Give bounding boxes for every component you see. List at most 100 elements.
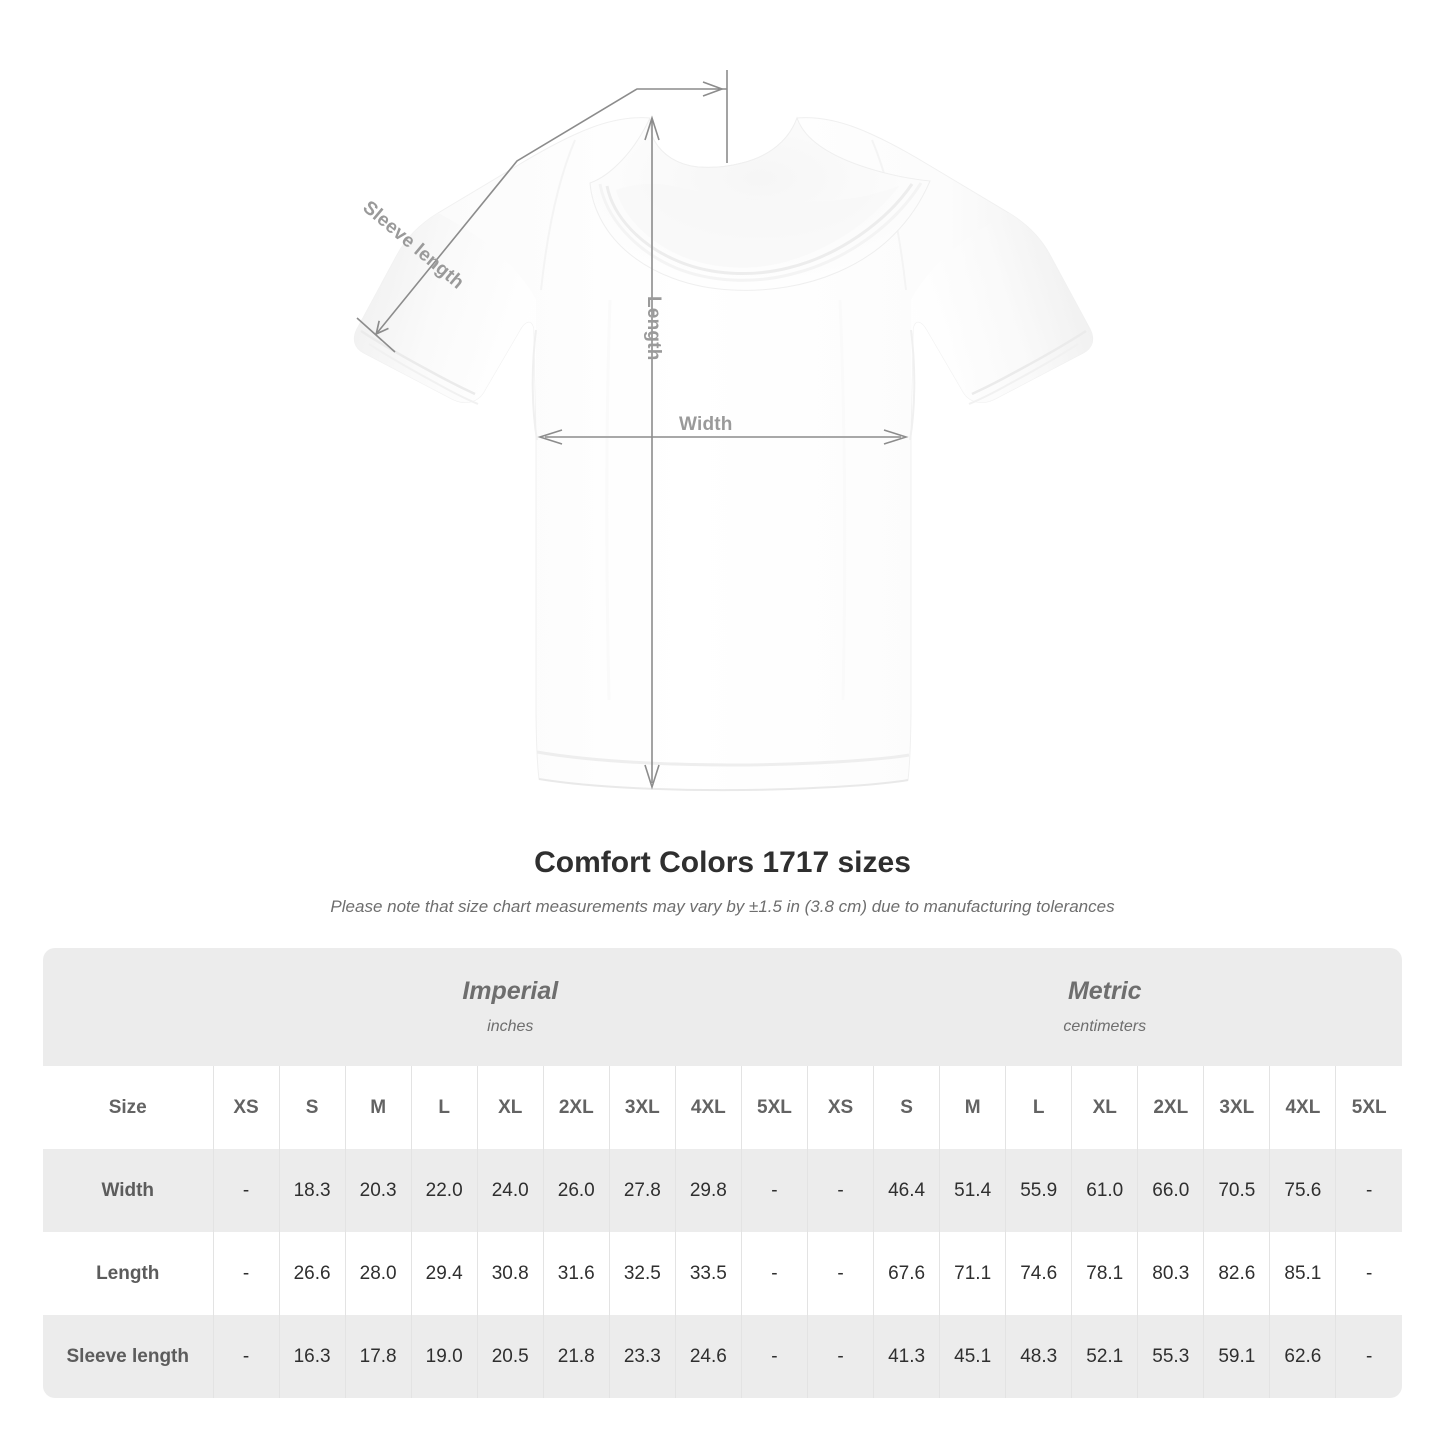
size-chart-table-container: Imperial inches Metric centimeters Size … xyxy=(43,948,1402,1398)
data-cell: 55.9 xyxy=(1005,1149,1072,1232)
header-size-cell: 2XL xyxy=(1137,1066,1204,1149)
data-cell: - xyxy=(740,1149,808,1232)
data-cell: 75.6 xyxy=(1269,1149,1336,1232)
data-cell: 29.8 xyxy=(674,1149,742,1232)
header-size-cell: M xyxy=(344,1066,412,1149)
table-row: Width - 18.3 20.3 22.0 24.0 26.0 27.8 29… xyxy=(43,1149,1402,1232)
unit-banner-imperial: Imperial inches xyxy=(213,948,808,1066)
metric-unit-name: Metric xyxy=(1067,977,1142,1006)
header-size-cell: 4XL xyxy=(674,1066,742,1149)
data-cell: 45.1 xyxy=(939,1315,1006,1398)
page-title: Comfort Colors 1717 sizes xyxy=(534,846,911,879)
data-cell: - xyxy=(1335,1315,1402,1398)
data-cell: 29.4 xyxy=(410,1232,478,1315)
data-cell: 27.8 xyxy=(608,1149,676,1232)
header-size-cell: S xyxy=(278,1066,346,1149)
data-cell: - xyxy=(212,1149,280,1232)
unit-banner-row: Imperial inches Metric centimeters xyxy=(43,948,1402,1066)
metric-unit-sub: centimeters xyxy=(1063,1017,1147,1035)
data-cell: - xyxy=(1335,1149,1402,1232)
data-cell: - xyxy=(807,1149,874,1232)
data-cell: 61.0 xyxy=(1071,1149,1138,1232)
length-dimension xyxy=(644,115,660,790)
header-size-cell: 2XL xyxy=(542,1066,610,1149)
header-size-cell: L xyxy=(1005,1066,1072,1149)
header-size-label: Size xyxy=(43,1066,213,1149)
data-cell: 85.1 xyxy=(1269,1232,1336,1315)
data-cell: 22.0 xyxy=(410,1149,478,1232)
data-cell: - xyxy=(1335,1232,1402,1315)
header-size-cell: 3XL xyxy=(608,1066,676,1149)
data-cell: 26.0 xyxy=(542,1149,610,1232)
data-cell: 17.8 xyxy=(344,1315,412,1398)
data-cell: - xyxy=(212,1315,280,1398)
sleeve-end-tick xyxy=(356,317,396,353)
measurement-lines xyxy=(356,70,909,790)
unit-banner-spacer xyxy=(43,948,213,1066)
header-size-cell: XL xyxy=(476,1066,544,1149)
header-size-cell: XS xyxy=(212,1066,280,1149)
header-size-cell: S xyxy=(873,1066,940,1149)
data-cell: 48.3 xyxy=(1005,1315,1072,1398)
row-label: Sleeve length xyxy=(43,1315,213,1398)
data-cell: 51.4 xyxy=(939,1149,1006,1232)
header-size-cell: XL xyxy=(1071,1066,1138,1149)
data-cell: 59.1 xyxy=(1203,1315,1270,1398)
title-block: Comfort Colors 1717 sizes Please note th… xyxy=(0,845,1445,918)
data-cell: 74.6 xyxy=(1005,1232,1072,1315)
width-dimension xyxy=(537,429,909,445)
data-cell: 24.6 xyxy=(674,1315,742,1398)
length-label: Length xyxy=(643,296,664,361)
size-chart-table: Imperial inches Metric centimeters Size … xyxy=(43,948,1402,1398)
header-size-cell: 4XL xyxy=(1269,1066,1336,1149)
row-label: Length xyxy=(43,1232,213,1315)
data-cell: 28.0 xyxy=(344,1232,412,1315)
sleeve-length-dimension xyxy=(356,81,727,353)
data-cell: 18.3 xyxy=(278,1149,346,1232)
data-cell: 52.1 xyxy=(1071,1315,1138,1398)
data-cell: 32.5 xyxy=(608,1232,676,1315)
data-cell: 70.5 xyxy=(1203,1149,1270,1232)
data-cell: 66.0 xyxy=(1137,1149,1204,1232)
data-cell: 23.3 xyxy=(608,1315,676,1398)
tolerance-note: Please note that size chart measurements… xyxy=(330,897,1115,916)
data-cell: 31.6 xyxy=(542,1232,610,1315)
data-cell: 19.0 xyxy=(410,1315,478,1398)
data-cell: - xyxy=(807,1315,874,1398)
table-row: Sleeve length - 16.3 17.8 19.0 20.5 21.8… xyxy=(43,1315,1402,1398)
data-cell: 55.3 xyxy=(1137,1315,1204,1398)
data-cell: 71.1 xyxy=(939,1232,1006,1315)
header-size-cell: M xyxy=(939,1066,1006,1149)
header-size-cell: 5XL xyxy=(740,1066,808,1149)
data-cell: - xyxy=(740,1315,808,1398)
data-cell: - xyxy=(212,1232,280,1315)
garment-diagram: Sleeve length Length Width xyxy=(353,70,1094,792)
header-size-cell: 5XL xyxy=(1335,1066,1402,1149)
tshirt-illustration xyxy=(353,70,1094,792)
header-size-cell: XS xyxy=(807,1066,874,1149)
data-cell: 20.5 xyxy=(476,1315,544,1398)
shirt-shape xyxy=(353,116,1094,792)
width-label: Width xyxy=(679,414,733,435)
data-cell: - xyxy=(807,1232,874,1315)
data-cell: 82.6 xyxy=(1203,1232,1270,1315)
unit-banner-metric: Metric centimeters xyxy=(807,948,1402,1066)
data-cell: 41.3 xyxy=(873,1315,940,1398)
data-cell: 30.8 xyxy=(476,1232,544,1315)
data-cell: 33.5 xyxy=(674,1232,742,1315)
imperial-unit-name: Imperial xyxy=(462,977,559,1006)
table-row: Length - 26.6 28.0 29.4 30.8 31.6 32.5 3… xyxy=(43,1232,1402,1315)
header-size-cell: L xyxy=(410,1066,478,1149)
data-cell: 21.8 xyxy=(542,1315,610,1398)
row-label: Width xyxy=(43,1149,213,1232)
data-cell: 20.3 xyxy=(344,1149,412,1232)
data-cell: 62.6 xyxy=(1269,1315,1336,1398)
size-header-row: Size XS S M L XL 2XL 3XL 4XL 5XL XS S M … xyxy=(43,1066,1402,1149)
data-cell: 78.1 xyxy=(1071,1232,1138,1315)
header-size-cell: 3XL xyxy=(1203,1066,1270,1149)
data-cell: 80.3 xyxy=(1137,1232,1204,1315)
imperial-unit-sub: inches xyxy=(487,1017,534,1035)
data-cell: 46.4 xyxy=(873,1149,940,1232)
data-cell: 16.3 xyxy=(278,1315,346,1398)
data-cell: 67.6 xyxy=(873,1232,940,1315)
